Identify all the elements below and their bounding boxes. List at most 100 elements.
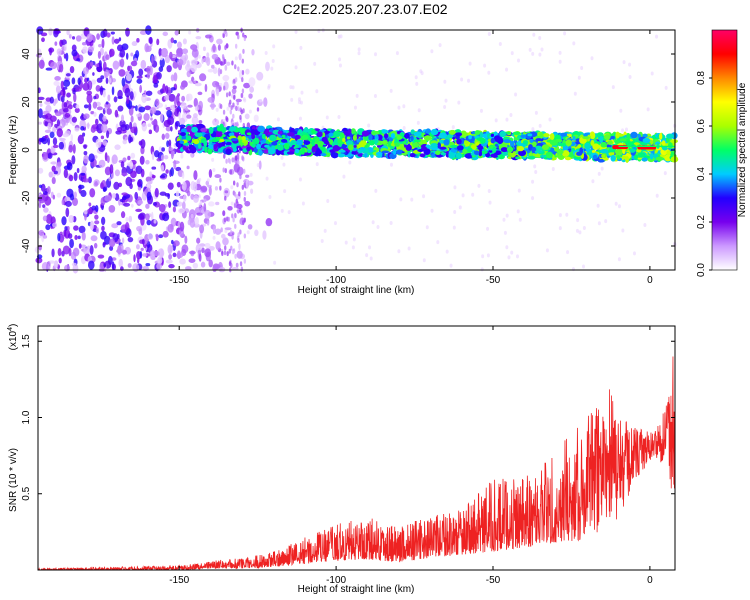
spectrogram-cell [199,224,205,234]
spectrogram-cell [95,227,99,234]
spectrogram-cell [105,77,109,84]
spectrogram-cell [87,208,93,215]
spectrogram-cell [642,137,651,144]
spectrogram-cell [315,162,319,167]
spectrogram-cell [70,134,74,142]
spectrogram-cell [241,77,244,83]
spectrogram-cell [118,69,126,77]
spectrogram-cell [247,180,254,186]
spectrogram-cell [212,235,216,240]
spectrogram-cell [145,176,152,183]
spectrogram-cell [220,119,224,125]
spectrogram-cell [389,88,393,93]
spectrogram-cell [193,170,198,181]
spectrogram-cell [655,34,659,39]
spectrogram-cell [237,34,240,40]
spectrogram-cell [138,212,146,220]
spectrogram-cell [91,205,96,211]
spectrogram-cell [122,249,127,255]
spectrogram-cell [149,252,155,260]
spectrogram-cell [480,267,484,272]
spectrogram-cell [125,52,129,60]
spectrogram-cell [239,114,242,120]
spectrogram-cell [126,162,134,167]
spectrogram-cell [168,93,176,102]
spectrogram-cell [122,139,128,145]
spectrogram-cell [136,244,140,250]
spectrogram-cell [95,84,101,92]
spectrogram-cell [54,123,58,129]
spectrogram-cell [374,52,378,57]
spectrogram-cell [181,185,185,190]
spectrogram-cell [206,178,210,183]
spectrogram-cell [243,191,247,197]
spectrogram-cell [219,177,222,183]
spectrogram-cell [168,263,175,269]
spectrogram-cell [137,186,142,191]
spectrogram-cell [120,160,125,168]
spectrogram-plot: -150 -100 -50 0 -40 -20 0 20 40 Height of strai… [8,25,679,296]
snr-y-multiplier: (x104) [7,324,19,351]
spectrogram-cell [342,137,346,143]
spectrogram-cell [144,105,152,111]
spectrogram-cell [53,28,60,35]
spectrogram-y-ticks: -40 -20 0 20 40 [21,48,675,253]
spectrogram-cell [381,150,390,154]
spectrogram-cell [170,126,173,132]
spectrogram-cell [353,144,357,148]
spectrogram-cell [440,152,447,156]
spectrogram-cell [209,103,217,108]
spectrogram-cell [532,141,537,147]
spectrogram-cell [664,85,668,90]
spectrogram-cell [339,34,343,39]
spectrogram-cell [236,121,239,127]
spectrogram-cell [490,153,498,158]
spectrogram-cell [185,266,192,271]
spectrogram-cell [330,152,339,159]
spectrogram-cell [430,143,438,148]
spectrogram-cell [473,150,480,155]
spectrogram-cell [396,135,403,140]
snr-y-tick-label: 1.5 [21,334,32,348]
spectrogram-cell [176,181,181,188]
spectrogram-cell [383,133,389,139]
spectrogram-cell [224,245,227,251]
spectrogram-cell [219,103,223,109]
spectrogram-cell [490,137,496,144]
spectrogram-cell [102,115,107,122]
spectrogram-cell [243,36,247,42]
spectrogram-cell [41,261,49,271]
spectrogram-cell [200,127,208,133]
spectrogram-cell [323,228,327,233]
spectrogram-cell [157,248,165,258]
spectrogram-cell [338,57,342,62]
spectrogram-cell [89,220,95,231]
spectrogram-cell [203,198,207,203]
spectrogram-cell [558,50,562,55]
spectrogram-cell [228,159,232,165]
spectrogram-cell [131,203,134,208]
spectrogram-cell [596,203,600,208]
spectrogram-cell [259,99,263,103]
spectrogram-cell [143,113,150,122]
spectrogram-cell [545,151,553,159]
spectrogram-cell [82,67,89,75]
spectrogram-cell [357,47,361,52]
spectrogram-cell [311,129,316,135]
snr-y-tick-label: 1.0 [21,410,32,424]
spectrogram-cell [239,207,242,213]
spectrogram-cell [51,176,56,185]
spectrogram-cell [582,226,586,231]
spectrogram-cell [621,128,625,133]
spectrogram-cell [258,160,262,170]
spectrogram-cell [235,262,239,268]
spectrogram-cell [193,194,199,203]
spectrogram-cell [208,201,215,207]
spectrogram-cell [169,104,174,110]
spectrogram-cell [221,140,226,146]
spectrogram-cell [223,85,226,91]
spectrogram-cell [101,216,106,226]
spectrogram-cell [371,131,377,136]
spectrogram-cell [38,201,42,209]
spectrogram-cell [54,98,58,104]
